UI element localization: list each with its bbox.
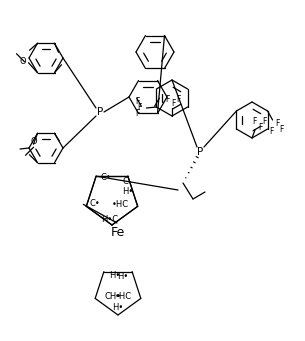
Text: P: P: [97, 107, 103, 117]
Text: F: F: [135, 98, 139, 106]
Text: F: F: [135, 109, 139, 119]
Text: H•: H•: [112, 303, 124, 312]
Text: O: O: [20, 57, 27, 66]
Text: C•: C•: [89, 199, 100, 208]
Text: F: F: [258, 122, 262, 132]
Text: CH•: CH•: [104, 292, 121, 301]
Text: F: F: [269, 127, 274, 135]
Text: F: F: [252, 117, 256, 125]
Text: H•C: H•C: [102, 216, 119, 224]
Text: F: F: [137, 104, 142, 113]
Text: C•: C•: [100, 173, 111, 182]
Text: F: F: [279, 125, 284, 134]
Text: F: F: [176, 94, 180, 104]
Text: C: C: [123, 177, 129, 186]
Text: F: F: [171, 100, 175, 108]
Text: F: F: [165, 94, 169, 104]
Text: •HC: •HC: [115, 292, 132, 301]
Text: H•: H•: [109, 271, 120, 280]
Text: P: P: [197, 147, 203, 157]
Text: Fe: Fe: [111, 226, 125, 239]
Text: •HC: •HC: [112, 200, 129, 209]
Text: O: O: [30, 137, 37, 146]
Text: F: F: [262, 117, 266, 125]
Text: H•: H•: [122, 187, 134, 196]
Text: H•: H•: [117, 272, 128, 281]
Text: F: F: [275, 119, 280, 129]
